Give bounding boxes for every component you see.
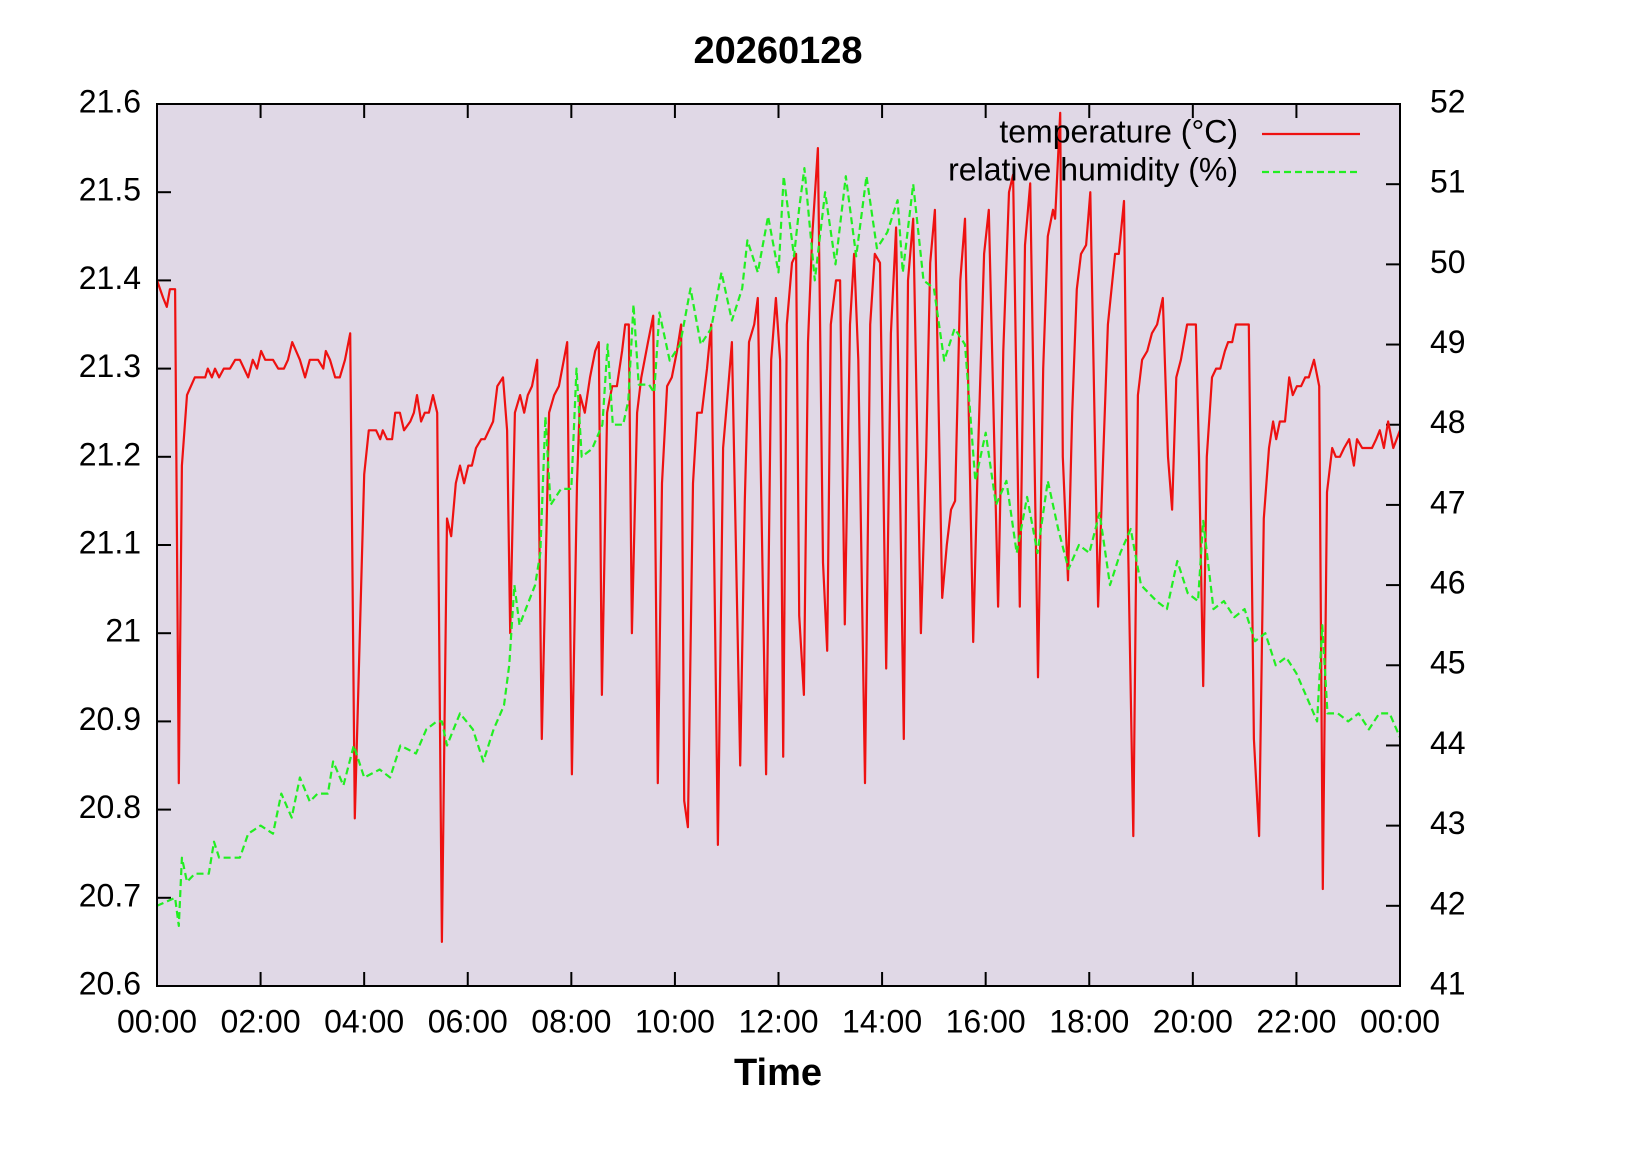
y2-tick-label: 44 bbox=[1430, 725, 1466, 761]
plot-area bbox=[157, 104, 1400, 986]
legend-label: temperature (°C) bbox=[999, 113, 1238, 149]
y-tick-label: 21.1 bbox=[79, 524, 141, 560]
y-tick-label: 21.5 bbox=[79, 172, 141, 208]
y2-tick-label: 41 bbox=[1430, 965, 1466, 1001]
x-tick-label: 14:00 bbox=[842, 1003, 922, 1039]
x-tick-label: 12:00 bbox=[738, 1003, 818, 1039]
y2-tick-label: 49 bbox=[1430, 324, 1466, 360]
legend-label: relative humidity (%) bbox=[948, 151, 1238, 187]
chart-title: 20260128 bbox=[693, 30, 862, 72]
x-tick-label: 10:00 bbox=[635, 1003, 715, 1039]
y-tick-label: 21.6 bbox=[79, 83, 141, 119]
x-tick-label: 04:00 bbox=[324, 1003, 404, 1039]
y-tick-label: 20.6 bbox=[79, 965, 141, 1001]
y2-tick-label: 46 bbox=[1430, 565, 1466, 601]
x-tick-label: 18:00 bbox=[1049, 1003, 1129, 1039]
y-tick-label: 20.7 bbox=[79, 877, 141, 913]
y2-tick-label: 45 bbox=[1430, 645, 1466, 681]
x-tick-label: 20:00 bbox=[1153, 1003, 1233, 1039]
y2-tick-label: 48 bbox=[1430, 404, 1466, 440]
x-tick-label: 00:00 bbox=[117, 1003, 197, 1039]
y2-tick-label: 47 bbox=[1430, 484, 1466, 520]
y2-tick-label: 50 bbox=[1430, 244, 1466, 280]
y2-tick-label: 43 bbox=[1430, 805, 1466, 841]
y-tick-label: 21.3 bbox=[79, 348, 141, 384]
y2-tick-label: 51 bbox=[1430, 164, 1466, 200]
x-axis-label: Time bbox=[734, 1052, 822, 1094]
series-line bbox=[155, 111, 1402, 943]
y-tick-label: 21 bbox=[105, 613, 141, 649]
y-tick-label: 20.9 bbox=[79, 701, 141, 737]
y2-tick-label: 52 bbox=[1430, 83, 1466, 119]
series-line bbox=[156, 167, 1402, 927]
x-tick-label: 16:00 bbox=[946, 1003, 1026, 1039]
y-tick-label: 21.4 bbox=[79, 260, 141, 296]
y-tick-label: 20.8 bbox=[79, 789, 141, 825]
y2-tick-label: 42 bbox=[1430, 885, 1466, 921]
x-tick-label: 22:00 bbox=[1256, 1003, 1336, 1039]
x-tick-label: 08:00 bbox=[531, 1003, 611, 1039]
plot-frame bbox=[156, 103, 1401, 987]
x-tick-label: 00:00 bbox=[1360, 1003, 1440, 1039]
y-tick-label: 21.2 bbox=[79, 436, 141, 472]
x-tick-label: 02:00 bbox=[221, 1003, 301, 1039]
x-tick-label: 06:00 bbox=[428, 1003, 508, 1039]
